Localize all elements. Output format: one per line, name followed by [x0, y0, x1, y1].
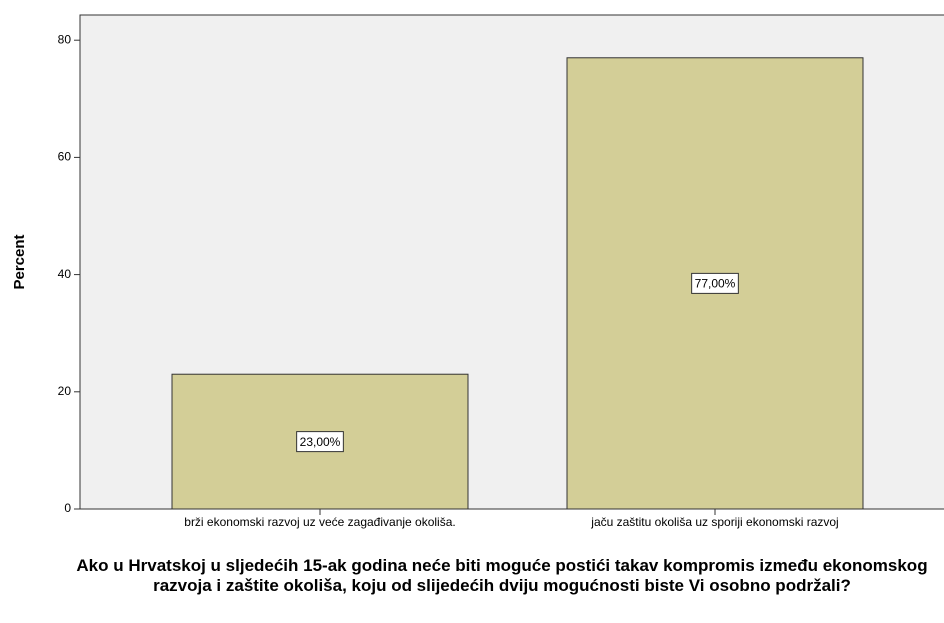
y-tick-label: 0	[64, 501, 71, 515]
chart: Percent 0 20 40 60 80 23,00% brži ekonomski ra…	[11, 14, 944, 529]
y-tick-label: 20	[58, 384, 72, 398]
value-label-box	[691, 272, 739, 294]
y-tick-label: 60	[58, 150, 72, 164]
y-tick-label: 40	[58, 267, 72, 281]
y-tick-label: 80	[58, 32, 72, 46]
x-tick-label: jaču zaštitu okoliša uz sporiji ekonomsk…	[590, 515, 838, 529]
bar	[171, 373, 469, 510]
value-label: 23,00%	[300, 435, 341, 449]
value-label: 77,00%	[695, 277, 736, 291]
x-axis-title: Ako u Hrvatskoj u sljedećih 15-ak godina…	[76, 556, 928, 595]
x-tick-label: brži ekonomski razvoj uz veće zagađivanj…	[184, 515, 455, 529]
y-axis-title: Percent	[11, 234, 28, 289]
value-label-box	[296, 431, 344, 453]
